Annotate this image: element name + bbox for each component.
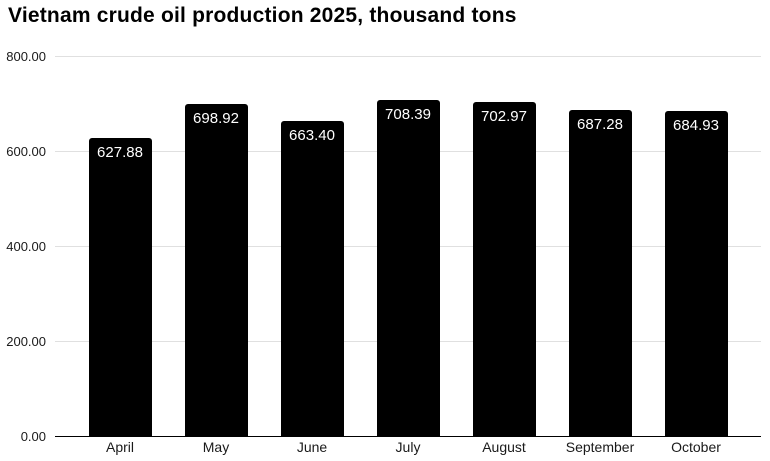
plot-area: 0.00 200.00 400.00 600.00 800.00 627.88 698.9… — [6, 49, 761, 455]
bar-value-label: 684.93 — [673, 116, 719, 134]
chart-title: Vietnam crude oil production 2025, thous… — [8, 4, 517, 27]
y-tick-label: 400.00 — [6, 238, 46, 254]
bar-october: 684.93 — [664, 110, 728, 436]
bar-value-label: 698.92 — [193, 110, 239, 127]
x-axis-line — [55, 435, 761, 437]
x-tick-september: September — [565, 439, 635, 455]
x-tick-august: August — [482, 439, 526, 455]
bar-august: 702.97 — [472, 102, 536, 436]
y-tick-label: 800.00 — [6, 48, 46, 64]
gridline-800.00 — [55, 55, 761, 57]
y-tick-label: 600.00 — [6, 143, 46, 159]
bar-value-label: 702.97 — [481, 108, 527, 126]
y-tick-label: 200.00 — [6, 333, 46, 349]
bar-july: 708.39 — [376, 99, 440, 436]
bar-june: 663.40 — [280, 120, 344, 436]
bar-value-label: 708.39 — [385, 105, 431, 123]
bar-april: 627.88 — [88, 137, 152, 436]
x-tick-october: October — [671, 439, 721, 455]
bar-september: 687.28 — [568, 109, 632, 436]
x-tick-may: May — [202, 439, 230, 455]
y-tick-label: 0.00 — [20, 428, 46, 444]
bar-value-label: 687.28 — [577, 115, 623, 133]
bar-may: 698.92 — [184, 104, 248, 436]
x-tick-june: June — [296, 439, 328, 455]
x-tick-july: July — [395, 439, 421, 455]
bar-value-label: 663.40 — [289, 126, 335, 144]
bar-value-label: 627.88 — [97, 143, 143, 161]
x-tick-april: April — [105, 439, 134, 455]
